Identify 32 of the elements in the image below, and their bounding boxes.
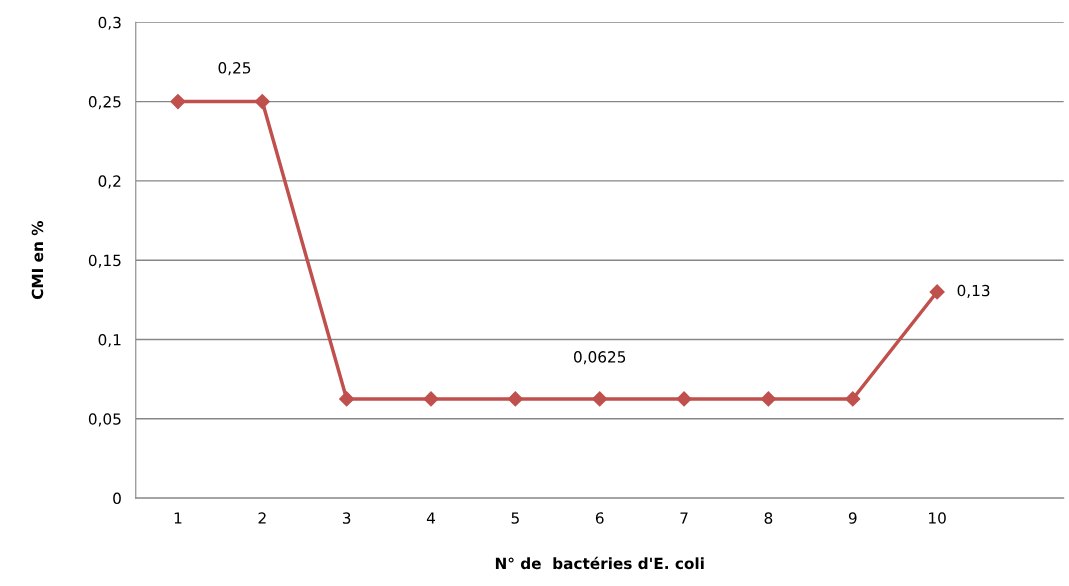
y-tick-label: 0 [113,492,121,505]
y-tick-label: 0,15 [88,254,121,268]
y-tick-label: 0,2 [98,175,121,189]
x-tick-label: 4 [426,512,435,524]
data-label: 0,25 [218,62,251,76]
point [760,391,776,407]
point [170,94,186,110]
x-tick-label: 8 [764,512,773,524]
x-tick-label: 10 [929,512,946,524]
y-tick-label: 0,05 [88,413,121,427]
point [423,391,439,407]
point [676,391,692,407]
x-tick-label: 3 [342,512,351,524]
point [592,391,608,407]
point [845,391,861,407]
y-axis-title: CMI en % [31,221,44,300]
x-tick-label: 9 [848,512,857,524]
x-axis-title: N° de bactéries d'E. coli [495,556,704,570]
x-tick-label: 1 [174,512,182,524]
data-label: 0,13 [957,284,990,298]
x-tick-label: 7 [680,512,688,524]
x-tick-label: 2 [258,512,266,524]
point [339,391,355,407]
y-tick-label: 0,1 [98,333,121,348]
x-tick-label: 5 [511,512,519,524]
y-tick-label: 0,3 [98,16,121,30]
point [507,391,523,407]
data-label: 0,0625 [573,351,626,365]
y-tick-label: 0,25 [88,96,121,110]
point [929,284,945,300]
point [254,94,270,110]
x-tick-label: 6 [595,512,604,524]
